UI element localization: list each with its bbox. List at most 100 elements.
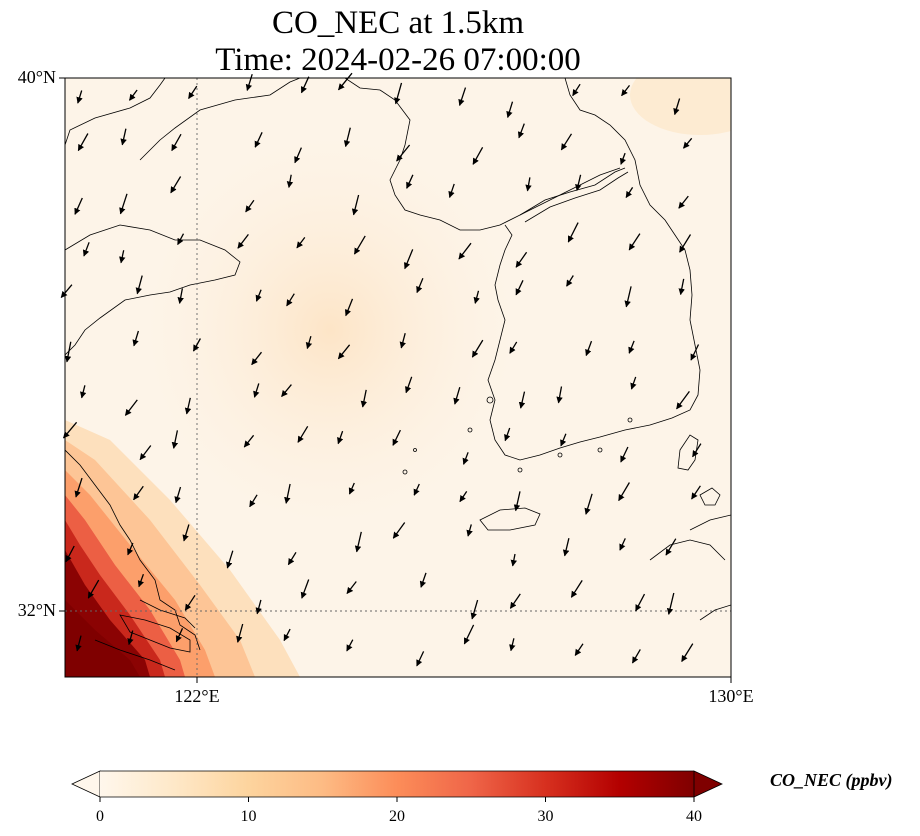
wind-arrow [177, 288, 184, 304]
wind-arrow [75, 635, 82, 652]
wind-arrow [392, 429, 401, 446]
wind-arrow [682, 137, 693, 149]
wind-arrow [679, 234, 692, 253]
wind-arrow [226, 550, 234, 569]
wind-arrow [171, 133, 182, 152]
wind-arrow [560, 433, 567, 447]
wind-arrow [470, 599, 479, 620]
wind-arrow [504, 427, 511, 442]
wind-arrow [506, 101, 514, 119]
wind-arrow [135, 275, 143, 295]
wind-arrow [297, 425, 309, 443]
wind-arrow [74, 197, 83, 215]
wind-arrow [87, 579, 100, 599]
wind-arrow [463, 624, 475, 645]
wind-arrow [509, 638, 516, 652]
wind-arrow [65, 545, 75, 563]
wind-arrow [673, 98, 681, 116]
wind-arrow [346, 581, 357, 595]
wind-arrow [120, 128, 127, 146]
wind-arrow [184, 594, 196, 611]
wind-arrow [453, 387, 461, 405]
wind-arrow [287, 551, 297, 566]
wind-arrow [139, 445, 152, 461]
wind-arrow [64, 341, 72, 363]
wind-arrow [665, 538, 677, 556]
wind-arrow [353, 235, 366, 255]
lon-label-130e: 130°E [708, 686, 754, 706]
wind-arrow [245, 74, 253, 92]
concentration-field [65, 78, 731, 677]
wind-arrow [344, 298, 354, 317]
wind-arrow [459, 491, 468, 503]
colorbar-label: CO_NEC (ppbv) [770, 770, 893, 790]
wind-arrow [188, 85, 198, 100]
wind-arrow [283, 628, 291, 642]
colorbar [71, 770, 723, 802]
wind-arrow [294, 147, 302, 164]
wind-arrow [119, 250, 126, 264]
wind-arrow [343, 127, 351, 148]
wind-arrow [281, 384, 292, 398]
axis-ticks [59, 77, 732, 683]
colorbar-tick-40: 40 [686, 808, 702, 825]
wind-arrow [76, 90, 83, 104]
wind-arrow [585, 340, 593, 357]
wind-arrow [406, 174, 414, 189]
wind-arrow [133, 485, 144, 501]
wind-arrow [473, 290, 480, 304]
wind-arrow [458, 242, 472, 260]
wind-arrow [74, 477, 83, 498]
wind-arrow [296, 237, 306, 249]
wind-arrow [413, 483, 420, 496]
wind-arrow [472, 146, 484, 165]
wind-arrow [249, 494, 258, 508]
wind-arrow [137, 573, 145, 588]
wind-arrow [360, 389, 368, 408]
wind-arrow [666, 592, 675, 615]
wind-arrow [346, 639, 354, 652]
wind-arrow [404, 249, 414, 270]
wind-arrow [184, 397, 192, 415]
wind-arrow [681, 643, 694, 663]
wind-arrow [286, 174, 294, 189]
wind-arrow [254, 132, 263, 148]
colorbar-extend-high [693, 770, 723, 798]
wind-arrow [515, 251, 528, 268]
wind-arrow [236, 623, 244, 643]
wind-arrow [354, 531, 362, 553]
wind-arrow [566, 275, 574, 287]
wind-arrow [678, 278, 685, 296]
wind-arrow [77, 133, 89, 152]
wind-arrow [625, 187, 634, 199]
wind-arrow [676, 391, 690, 410]
wind-arrow [300, 579, 310, 599]
wind-arrow [182, 524, 190, 542]
wind-arrow [337, 430, 344, 445]
wind-arrow [619, 538, 626, 551]
wind-arrow [60, 284, 73, 298]
wind-arrow [510, 553, 518, 567]
wind-arrow [63, 421, 78, 439]
wind-arrow [348, 482, 355, 495]
wind-arrow [80, 385, 87, 399]
wind-arrow [394, 82, 403, 105]
wind-arrow [170, 176, 182, 194]
wind-arrow [300, 76, 310, 94]
wind-arrow [630, 376, 637, 390]
wind-arrow [618, 482, 630, 502]
wind-arrow [690, 344, 700, 361]
wind-arrow [399, 333, 406, 349]
wind-arrow [171, 430, 179, 449]
wind-arrow [517, 123, 525, 139]
wind-arrow [556, 386, 563, 404]
colorbar-extend-low [71, 770, 101, 798]
wind-arrow [253, 383, 260, 398]
wind-arrow [628, 340, 635, 354]
wind-arrow [575, 174, 582, 192]
colorbar-gradient [100, 771, 694, 797]
wind-arrow [245, 199, 255, 213]
wind-arrow [635, 593, 646, 612]
wind-arrow [515, 280, 524, 296]
